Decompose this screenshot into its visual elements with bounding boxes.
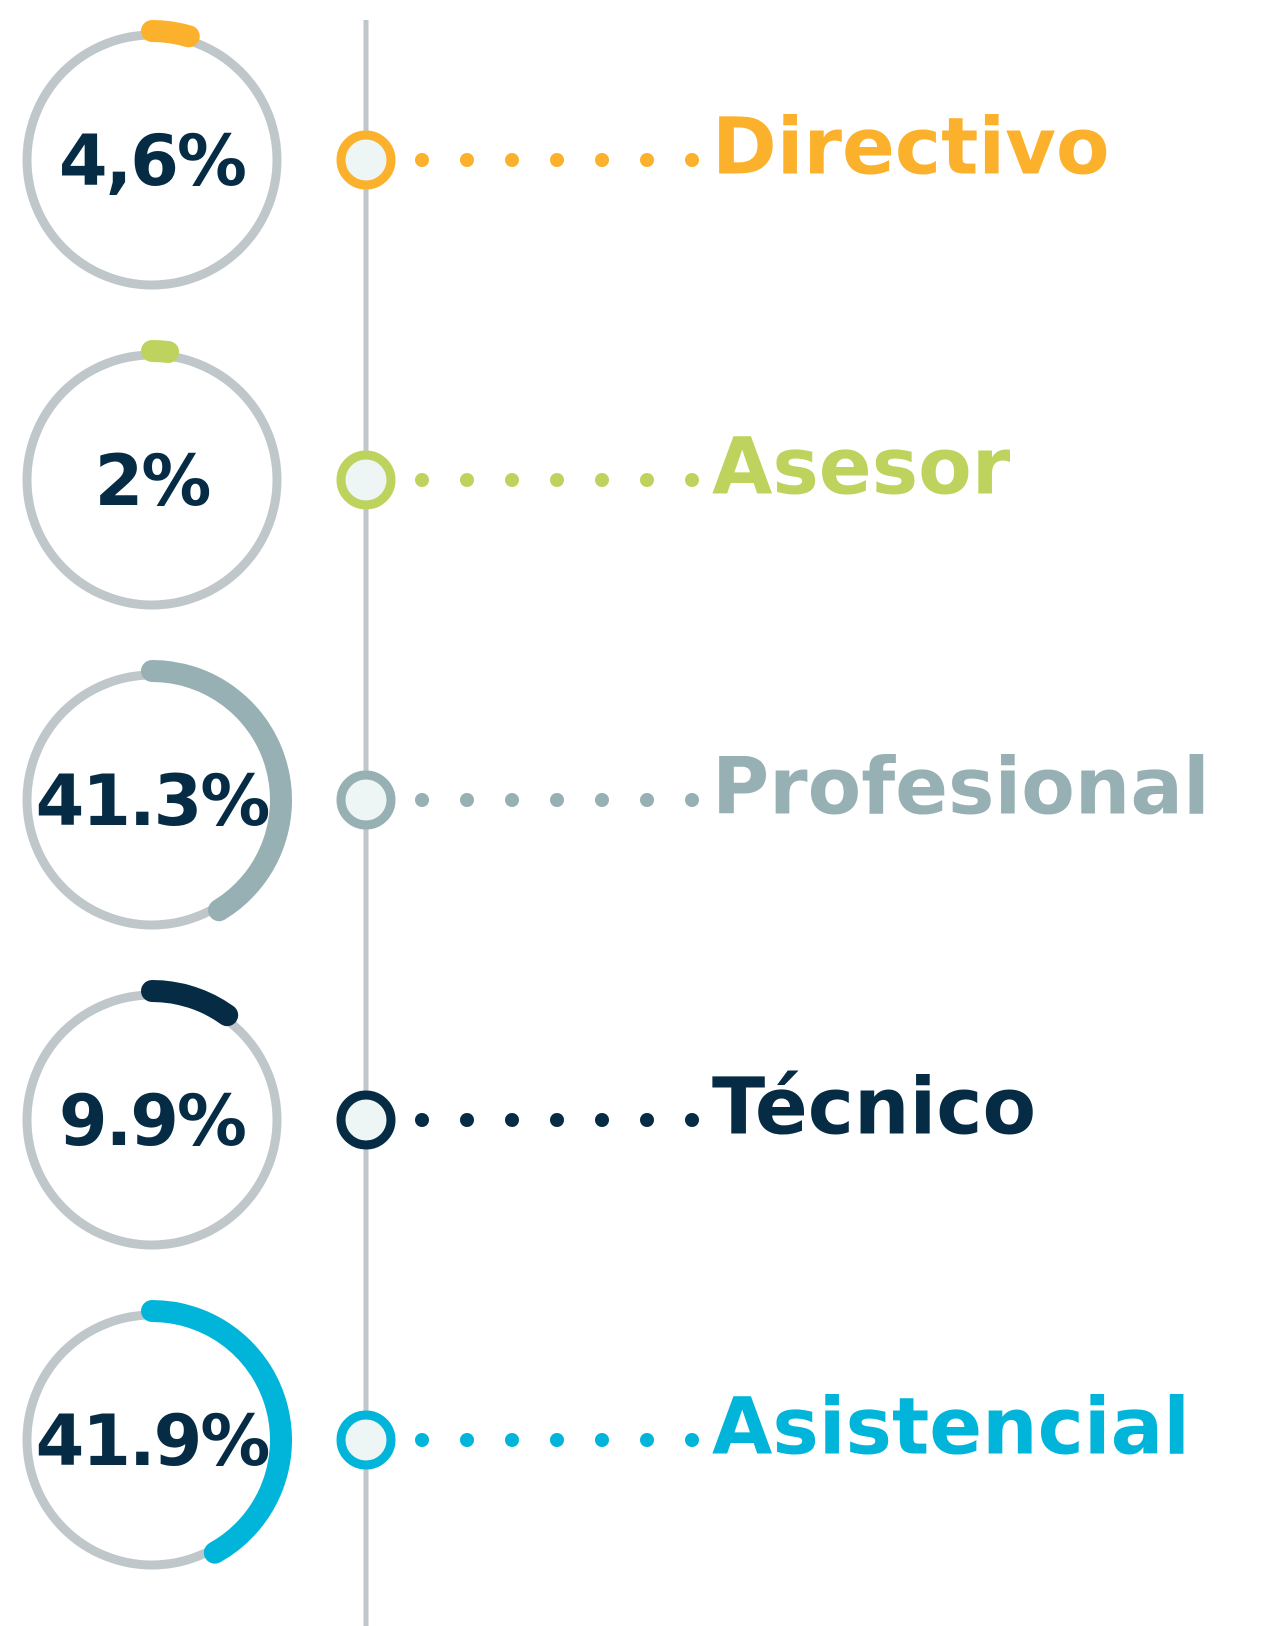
category-label: Técnico xyxy=(712,1062,1036,1152)
gauge-arc xyxy=(141,980,239,1027)
connector-dot xyxy=(460,1433,474,1447)
gauge-value-label: 2% xyxy=(95,440,210,522)
gauge-value-label: 41.9% xyxy=(36,1400,269,1482)
connector-dot xyxy=(685,473,699,487)
gauge-arc xyxy=(141,1300,292,1564)
connector-dot xyxy=(550,1113,564,1127)
connector-dot xyxy=(595,473,609,487)
connector-dot xyxy=(505,793,519,807)
connector-dot xyxy=(415,1113,429,1127)
connector-dot xyxy=(505,473,519,487)
connector-dot xyxy=(550,793,564,807)
gauge-arc xyxy=(141,340,180,364)
connector-dot xyxy=(460,793,474,807)
timeline-node xyxy=(336,450,396,510)
timeline-node xyxy=(336,1410,396,1470)
connector-dot xyxy=(550,153,564,167)
connector-dot xyxy=(640,473,654,487)
timeline-node xyxy=(336,130,396,190)
connector-dot xyxy=(595,793,609,807)
timeline-node xyxy=(336,1090,396,1150)
connector-dot xyxy=(595,1113,609,1127)
connector-dot xyxy=(640,1113,654,1127)
gauge-value-label: 41.3% xyxy=(36,760,269,842)
connector-dot xyxy=(460,1113,474,1127)
connector-dot xyxy=(595,1433,609,1447)
connector-dot xyxy=(550,473,564,487)
connector-dot xyxy=(640,793,654,807)
category-label: Profesional xyxy=(712,742,1210,832)
connector-dot xyxy=(550,1433,564,1447)
gauge-value-label: 4,6% xyxy=(59,120,245,202)
connector-dot xyxy=(685,793,699,807)
gauge-arc xyxy=(141,20,200,48)
connector-dot xyxy=(595,153,609,167)
connector-dot xyxy=(685,153,699,167)
connector-dot xyxy=(505,1433,519,1447)
connector-dot xyxy=(415,153,429,167)
connector-dot xyxy=(640,153,654,167)
connector-dot xyxy=(685,1113,699,1127)
timeline-node xyxy=(336,770,396,830)
connector-dot xyxy=(415,473,429,487)
connector-dot xyxy=(505,153,519,167)
connector-dot xyxy=(460,153,474,167)
category-label: Directivo xyxy=(712,102,1110,192)
category-label: Asistencial xyxy=(712,1382,1190,1472)
connector-dot xyxy=(415,1433,429,1447)
gauge-value-label: 9.9% xyxy=(59,1080,245,1162)
category-label: Asesor xyxy=(712,422,1011,512)
connector-dot xyxy=(415,793,429,807)
connector-dot xyxy=(460,473,474,487)
connector-dot xyxy=(505,1113,519,1127)
connector-dot xyxy=(685,1433,699,1447)
gauge-arc xyxy=(141,660,292,922)
connector-dot xyxy=(640,1433,654,1447)
